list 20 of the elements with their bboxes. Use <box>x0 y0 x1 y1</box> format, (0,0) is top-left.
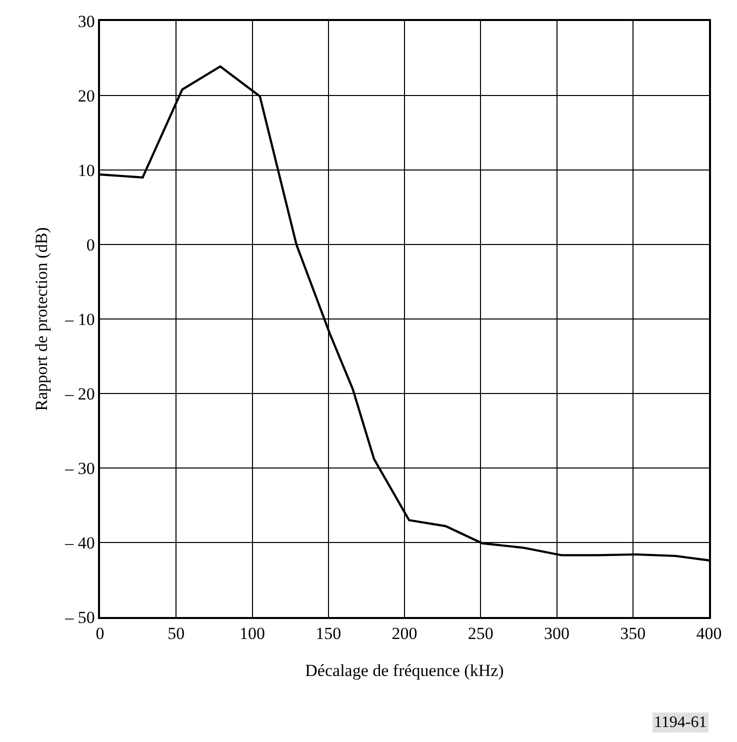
x-axis-title: Décalage de fréquence (kHz) <box>305 661 504 680</box>
y-tick-label: 0 <box>86 235 95 254</box>
x-tick-label: 100 <box>240 624 265 644</box>
x-tick-label: 350 <box>620 624 646 644</box>
y-tick-label: 20 <box>78 86 95 106</box>
y-tick-label: – 50 <box>64 608 95 627</box>
y-tick-label: 30 <box>78 12 95 31</box>
y-tick-label: – 30 <box>64 458 95 478</box>
y-tick-label: 10 <box>78 160 95 180</box>
x-tick-label: 150 <box>316 624 342 644</box>
x-tick-label: 250 <box>468 624 494 644</box>
y-tick-label: – 20 <box>64 384 95 404</box>
x-tick-label: 50 <box>168 624 185 644</box>
x-tick-label: 300 <box>544 624 570 644</box>
text: 1194-61 <box>654 714 707 731</box>
y-tick-label: – 10 <box>64 310 95 329</box>
x-tick-label: 400 <box>696 624 722 644</box>
y-tick-label: – 40 <box>64 533 95 552</box>
y-axis-title: Rapport de protection (dB) <box>32 227 52 411</box>
x-tick-label: 200 <box>392 624 418 644</box>
